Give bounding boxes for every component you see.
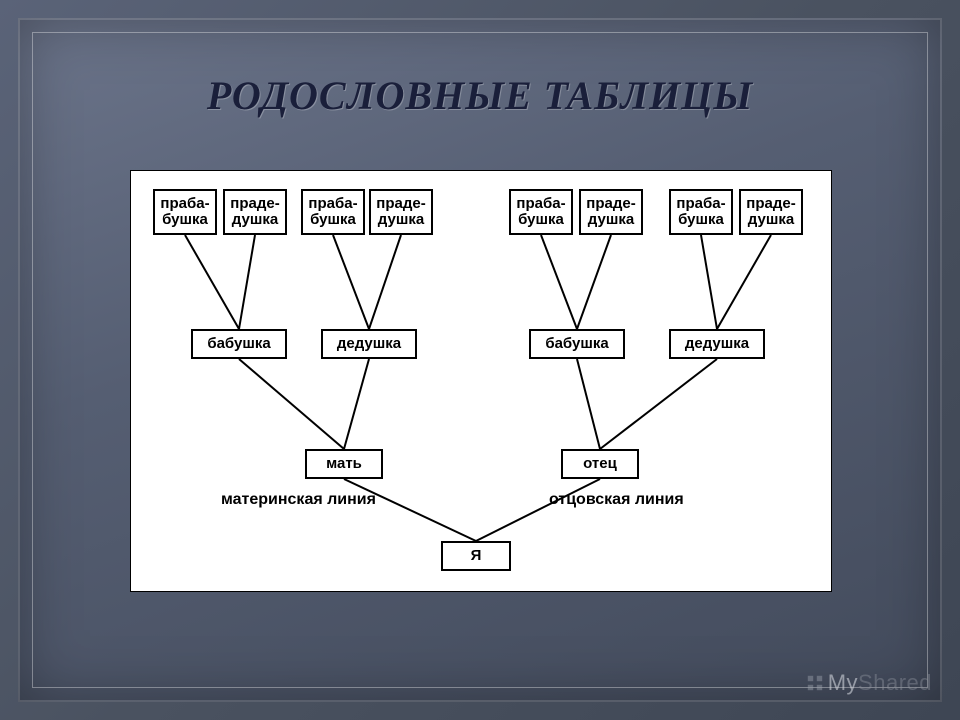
tree-caption-0: материнская линия: [221, 491, 376, 509]
tree-edge: [577, 359, 600, 449]
tree-node-gf2: дедушка: [669, 329, 765, 359]
family-tree-chart: праба-бушкапраде-душкапраба-бушкапраде-д…: [130, 170, 832, 592]
tree-node-gg1: праба-бушка: [153, 189, 217, 235]
tree-edge: [344, 359, 369, 449]
tree-node-gg2: праде-душка: [223, 189, 287, 235]
tree-node-me: Я: [441, 541, 511, 571]
tree-edge: [701, 235, 717, 329]
tree-node-gm2: бабушка: [529, 329, 625, 359]
watermark: MyShared: [806, 670, 932, 696]
tree-node-gf1: дедушка: [321, 329, 417, 359]
tree-node-gg8: праде-душка: [739, 189, 803, 235]
tree-edge: [344, 479, 476, 541]
slide: РОДОСЛОВНЫЕ ТАБЛИЦЫ праба-бушкапраде-душ…: [0, 0, 960, 720]
tree-edge: [369, 235, 401, 329]
tree-edge: [333, 235, 369, 329]
tree-edge: [476, 479, 600, 541]
tree-caption-1: отцовская линия: [549, 491, 684, 509]
tree-node-gg4: праде-душка: [369, 189, 433, 235]
tree-node-gm1: бабушка: [191, 329, 287, 359]
tree-node-gg5: праба-бушка: [509, 189, 573, 235]
tree-node-gg6: праде-душка: [579, 189, 643, 235]
watermark-my: My: [828, 670, 858, 695]
tree-edge: [717, 235, 771, 329]
tree-edge: [577, 235, 611, 329]
watermark-shared: Shared: [858, 670, 932, 695]
watermark-icon: [806, 674, 824, 692]
tree-edge: [600, 359, 717, 449]
tree-node-gg3: праба-бушка: [301, 189, 365, 235]
tree-edge: [239, 359, 344, 449]
tree-edge: [541, 235, 577, 329]
tree-edge: [239, 235, 255, 329]
tree-node-dad: отец: [561, 449, 639, 479]
slide-title: РОДОСЛОВНЫЕ ТАБЛИЦЫ: [0, 72, 960, 119]
tree-node-mom: мать: [305, 449, 383, 479]
tree-edge: [185, 235, 239, 329]
tree-node-gg7: праба-бушка: [669, 189, 733, 235]
